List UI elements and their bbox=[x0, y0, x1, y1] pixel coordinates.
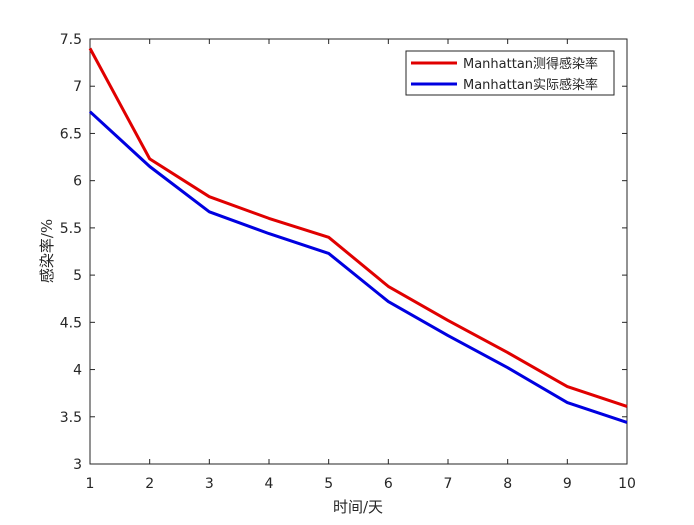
legend-box bbox=[405, 50, 615, 96]
x-tick-label: 7 bbox=[444, 476, 453, 492]
series-line-actual bbox=[88, 110, 628, 424]
x-tick-label: 6 bbox=[384, 476, 393, 492]
y-tick-label: 7.5 bbox=[60, 32, 82, 48]
legend: Manhattan测得感染率 Manhattan实际感染率 bbox=[405, 50, 615, 96]
x-axis-label: 时间/天 bbox=[333, 498, 383, 516]
y-tick-label: 7 bbox=[73, 79, 82, 95]
x-tick-label: 1 bbox=[86, 476, 95, 492]
y-tick-label: 5 bbox=[73, 268, 82, 284]
y-axis-label: 感染率/% bbox=[38, 219, 56, 283]
series-layer bbox=[88, 47, 628, 424]
legend-label-actual: Manhattan实际感染率 bbox=[463, 77, 598, 93]
legend-label-measured: Manhattan测得感染率 bbox=[463, 56, 598, 72]
x-tick-label: 3 bbox=[205, 476, 214, 492]
y-tick-label: 4.5 bbox=[60, 315, 82, 331]
x-tick-label: 9 bbox=[563, 476, 572, 492]
plot-area bbox=[89, 38, 628, 465]
y-axis: 3 3.5 4 4.5 5 5.5 6 6.5 7 7.5 bbox=[60, 32, 627, 473]
y-tick-label: 3.5 bbox=[60, 410, 82, 426]
x-tick-label: 10 bbox=[618, 476, 636, 492]
x-axis: 1 2 3 4 5 6 7 8 9 10 bbox=[86, 39, 636, 492]
y-tick-label: 6 bbox=[73, 174, 82, 190]
y-tick-label: 4 bbox=[73, 363, 82, 379]
y-tick-label: 5.5 bbox=[60, 221, 82, 237]
x-tick-label: 8 bbox=[503, 476, 512, 492]
x-tick-label: 4 bbox=[265, 476, 274, 492]
x-tick-label: 2 bbox=[145, 476, 154, 492]
y-tick-label: 3 bbox=[73, 457, 82, 473]
series-line-measured bbox=[88, 47, 628, 408]
x-tick-label: 5 bbox=[324, 476, 333, 492]
y-tick-label: 6.5 bbox=[60, 126, 82, 142]
